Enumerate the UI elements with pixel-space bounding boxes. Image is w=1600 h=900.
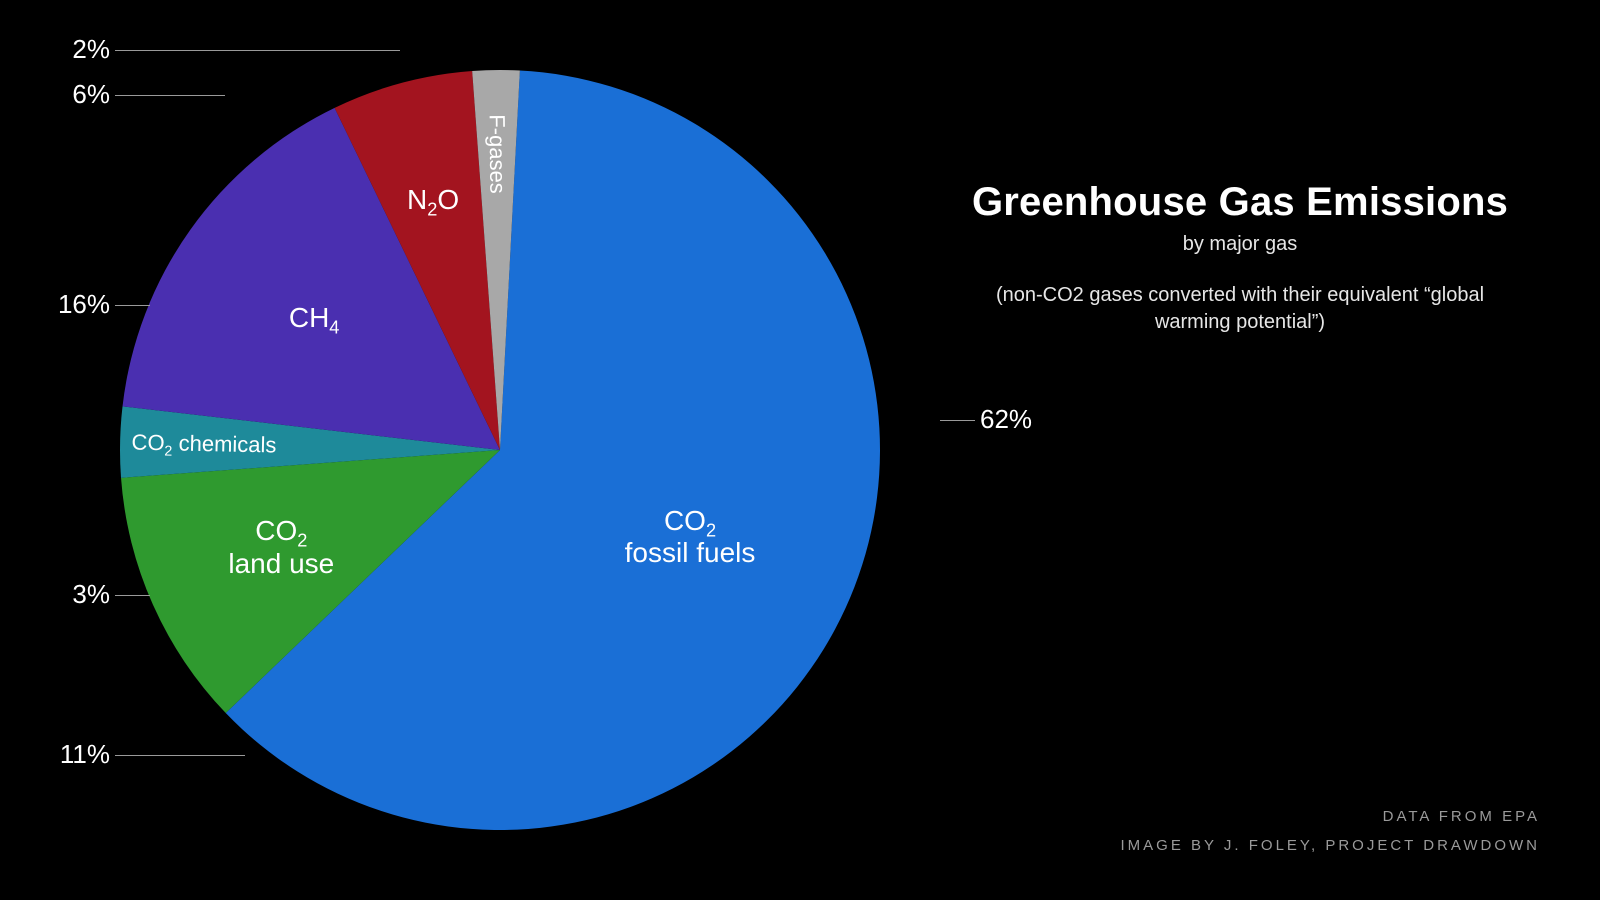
chart-stage: CO2fossil fuels62%CO2land use11%CO2 chem… — [0, 0, 1600, 900]
leader-co2_landuse — [115, 755, 245, 756]
chart-subtitle-1: by major gas — [960, 233, 1520, 256]
pct-label-co2_landuse: 11% — [60, 739, 110, 770]
slice-label-f_gases: F-gases — [483, 114, 510, 194]
pct-label-co2_fossil: 62% — [980, 404, 1032, 435]
title-block: Greenhouse Gas Emissions by major gas (n… — [960, 180, 1520, 336]
slice-label-co2_chemicals: CO2 chemicals — [131, 429, 276, 458]
leader-co2_fossil — [940, 420, 975, 421]
leader-n2o — [115, 95, 225, 96]
credits: DATA FROM EPA IMAGE BY J. FOLEY, PROJECT… — [1121, 803, 1541, 860]
chart-subtitle-2: (non-CO2 gases converted with their equi… — [960, 282, 1520, 336]
pct-label-n2o: 6% — [72, 79, 110, 110]
pct-label-ch4: 16% — [58, 289, 110, 320]
credit-line-2: IMAGE BY J. FOLEY, PROJECT DRAWDOWN — [1121, 832, 1541, 861]
leader-ch4 — [115, 305, 150, 306]
pct-label-co2_chemicals: 3% — [72, 579, 110, 610]
leader-co2_chemicals — [115, 595, 150, 596]
credit-line-1: DATA FROM EPA — [1121, 803, 1541, 832]
chart-title: Greenhouse Gas Emissions — [960, 180, 1520, 225]
pct-label-f_gases: 2% — [72, 34, 110, 65]
leader-f_gases — [115, 50, 400, 51]
